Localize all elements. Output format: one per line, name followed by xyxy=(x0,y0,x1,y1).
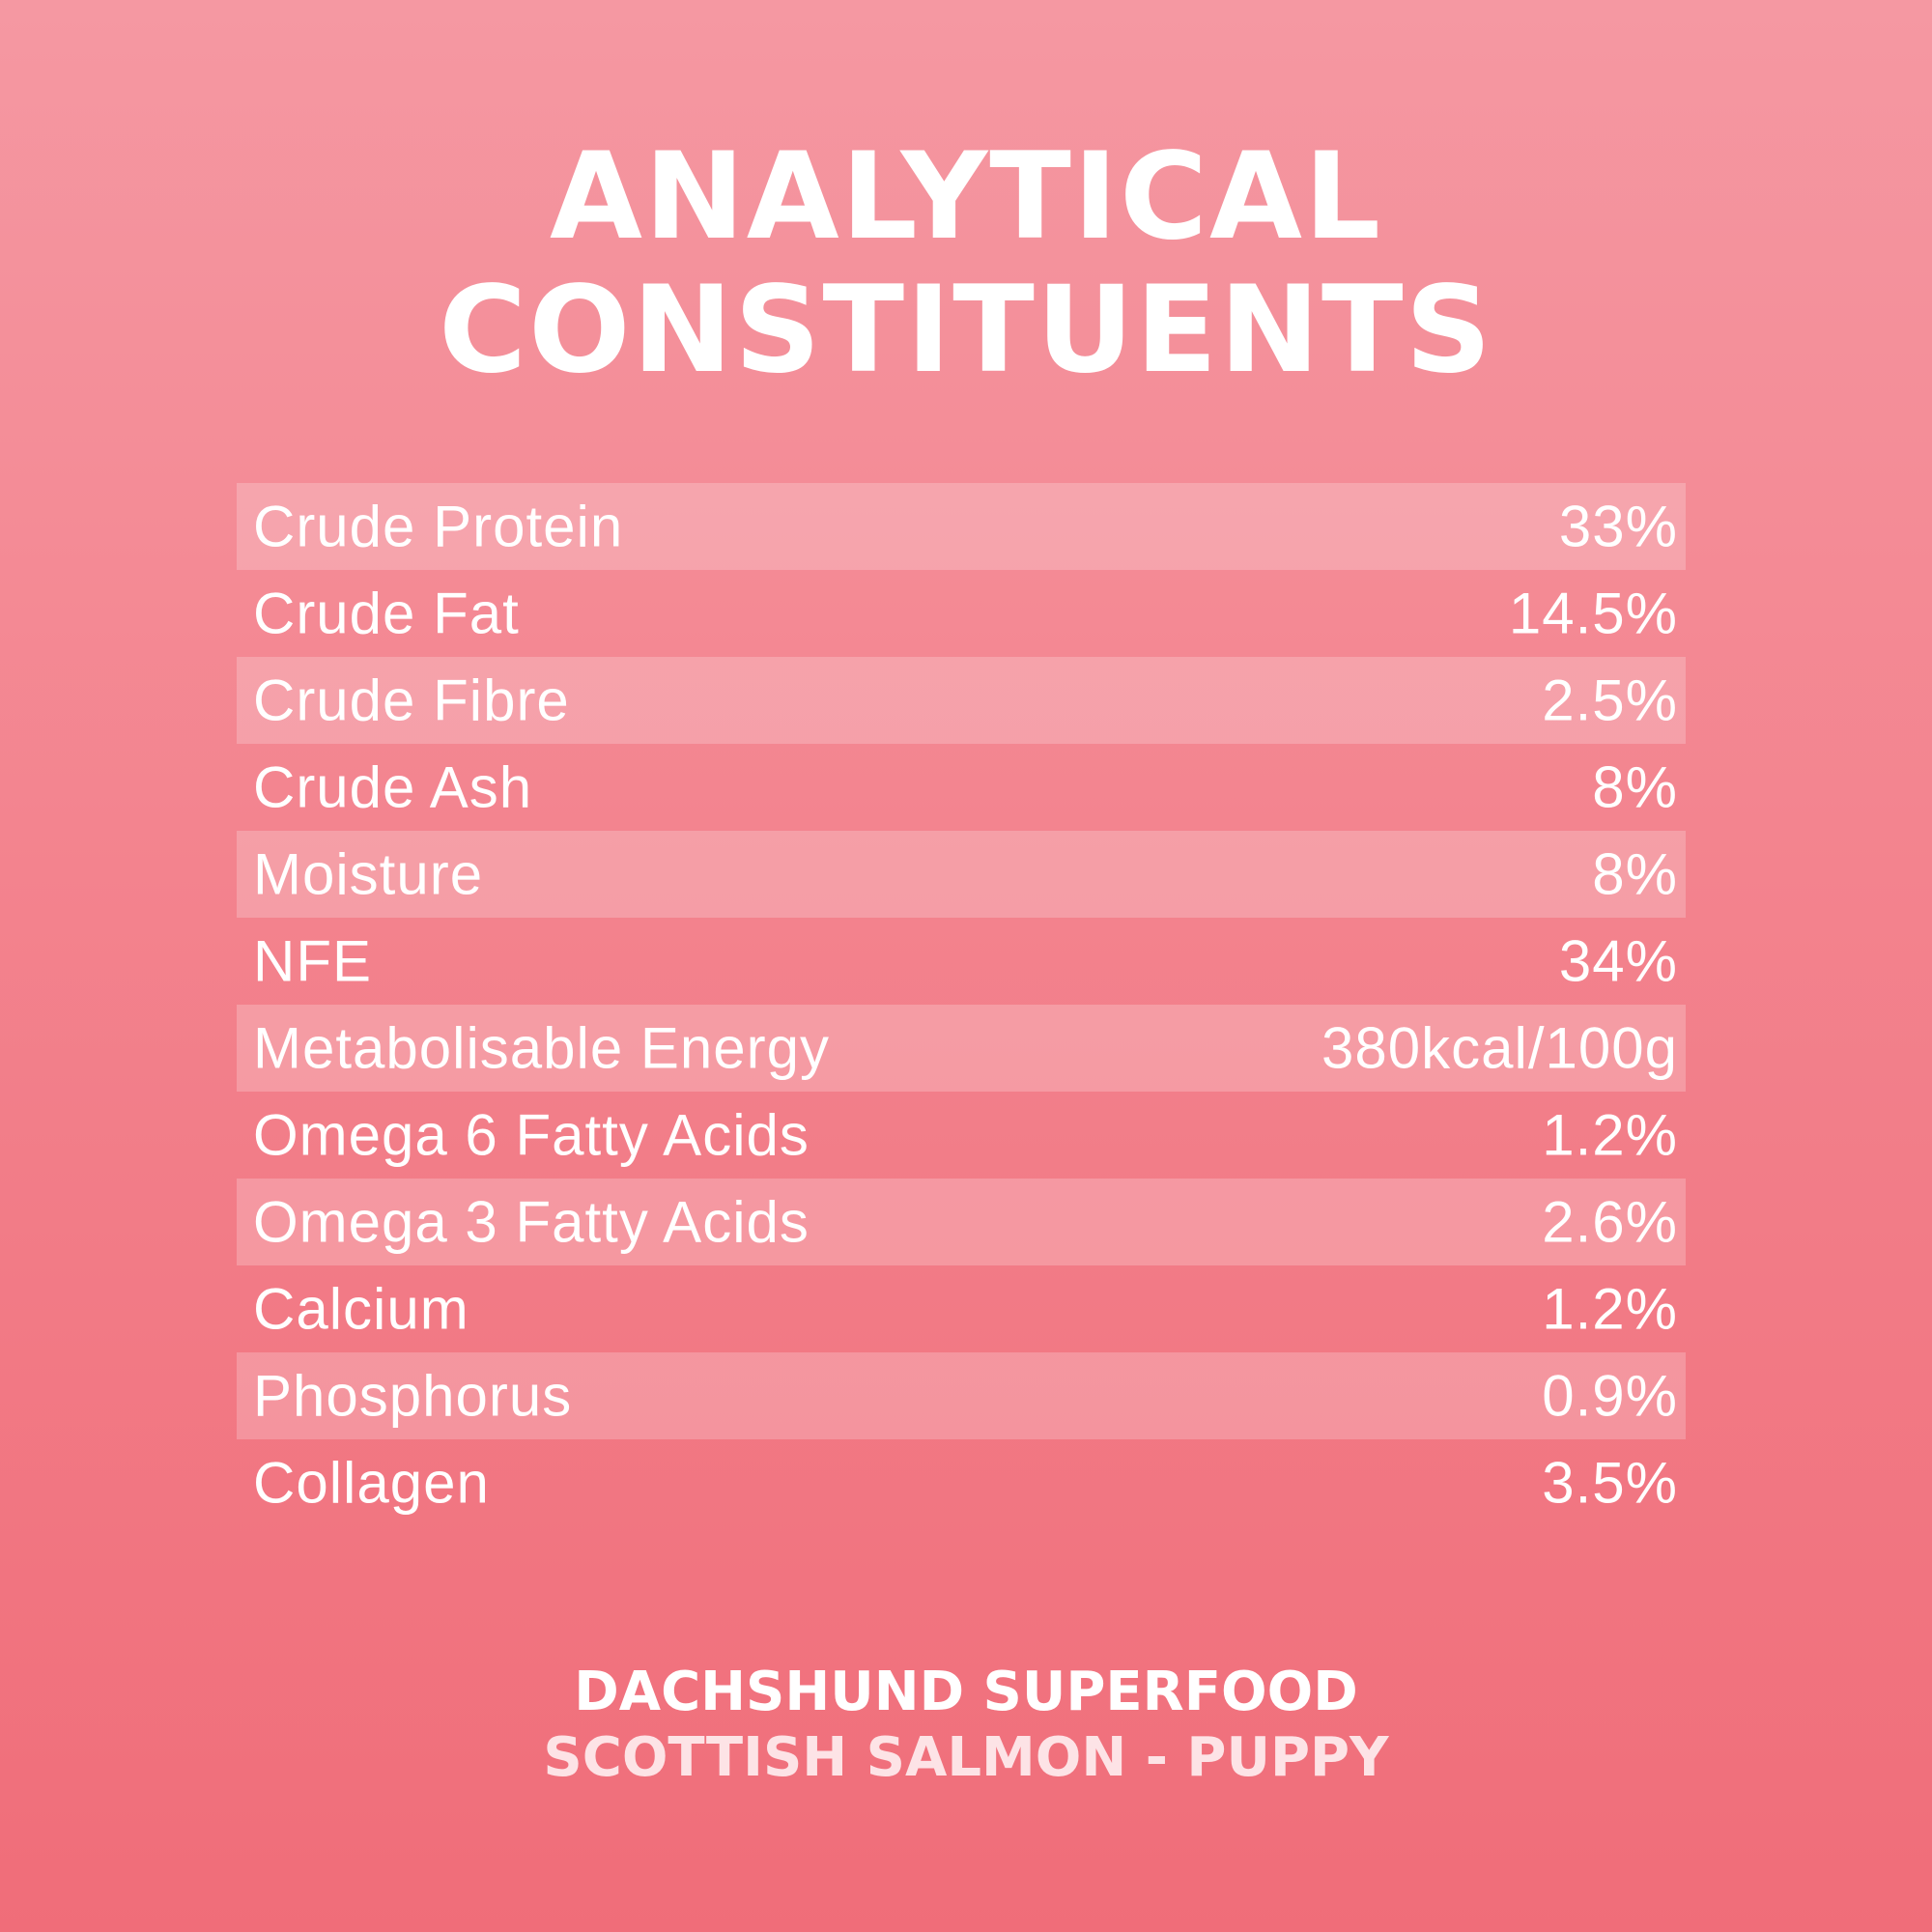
constituent-value: 380kcal/100g xyxy=(1321,1015,1678,1081)
constituent-label: Omega 6 Fatty Acids xyxy=(253,1102,810,1168)
table-row: Calcium 1.2% xyxy=(237,1265,1686,1352)
constituent-label: Crude Fibre xyxy=(253,668,570,733)
constituent-label: Crude Protein xyxy=(253,494,624,559)
constituent-label: Crude Fat xyxy=(253,581,520,646)
constituent-value: 0.9% xyxy=(1542,1363,1678,1429)
table-row: NFE 34% xyxy=(237,918,1686,1005)
constituent-label: Moisture xyxy=(253,841,484,907)
table-row: Crude Protein 33% xyxy=(237,483,1686,570)
constituent-label: Collagen xyxy=(253,1450,490,1516)
product-footer: DACHSHUND SUPERFOOD SCOTTISH SALMON - PU… xyxy=(0,1660,1932,1791)
page-title: ANALYTICAL CONSTITUENTS xyxy=(0,130,1932,397)
brand-name: DACHSHUND SUPERFOOD xyxy=(574,1661,1358,1723)
constituent-value: 1.2% xyxy=(1542,1276,1678,1342)
constituent-value: 34% xyxy=(1558,928,1678,994)
constituent-value: 33% xyxy=(1558,494,1678,559)
constituent-label: Calcium xyxy=(253,1276,469,1342)
table-row: Moisture 8% xyxy=(237,831,1686,918)
constituent-label: Omega 3 Fatty Acids xyxy=(253,1189,810,1255)
constituents-table: Crude Protein 33% Crude Fat 14.5% Crude … xyxy=(237,483,1686,1526)
constituent-value: 8% xyxy=(1592,754,1678,820)
title-line-1: ANALYTICAL xyxy=(550,128,1382,267)
constituent-value: 8% xyxy=(1592,841,1678,907)
constituent-value: 14.5% xyxy=(1508,581,1678,646)
table-row: Crude Fibre 2.5% xyxy=(237,657,1686,744)
constituent-label: Phosphorus xyxy=(253,1363,573,1429)
table-row: Crude Ash 8% xyxy=(237,744,1686,831)
table-row: Omega 3 Fatty Acids 2.6% xyxy=(237,1179,1686,1265)
constituent-label: Crude Ash xyxy=(253,754,533,820)
constituent-value: 2.6% xyxy=(1542,1189,1678,1255)
constituent-value: 2.5% xyxy=(1542,668,1678,733)
table-row: Phosphorus 0.9% xyxy=(237,1352,1686,1439)
table-row: Metabolisable Energy 380kcal/100g xyxy=(237,1005,1686,1092)
constituent-label: NFE xyxy=(253,928,372,994)
constituent-value: 3.5% xyxy=(1542,1450,1678,1516)
table-row: Crude Fat 14.5% xyxy=(237,570,1686,657)
table-row: Omega 6 Fatty Acids 1.2% xyxy=(237,1092,1686,1179)
constituent-value: 1.2% xyxy=(1542,1102,1678,1168)
constituent-label: Metabolisable Energy xyxy=(253,1015,831,1081)
table-row: Collagen 3.5% xyxy=(237,1439,1686,1526)
title-line-2: CONSTITUENTS xyxy=(439,261,1493,400)
product-name: SCOTTISH SALMON - PUPPY xyxy=(543,1726,1389,1789)
